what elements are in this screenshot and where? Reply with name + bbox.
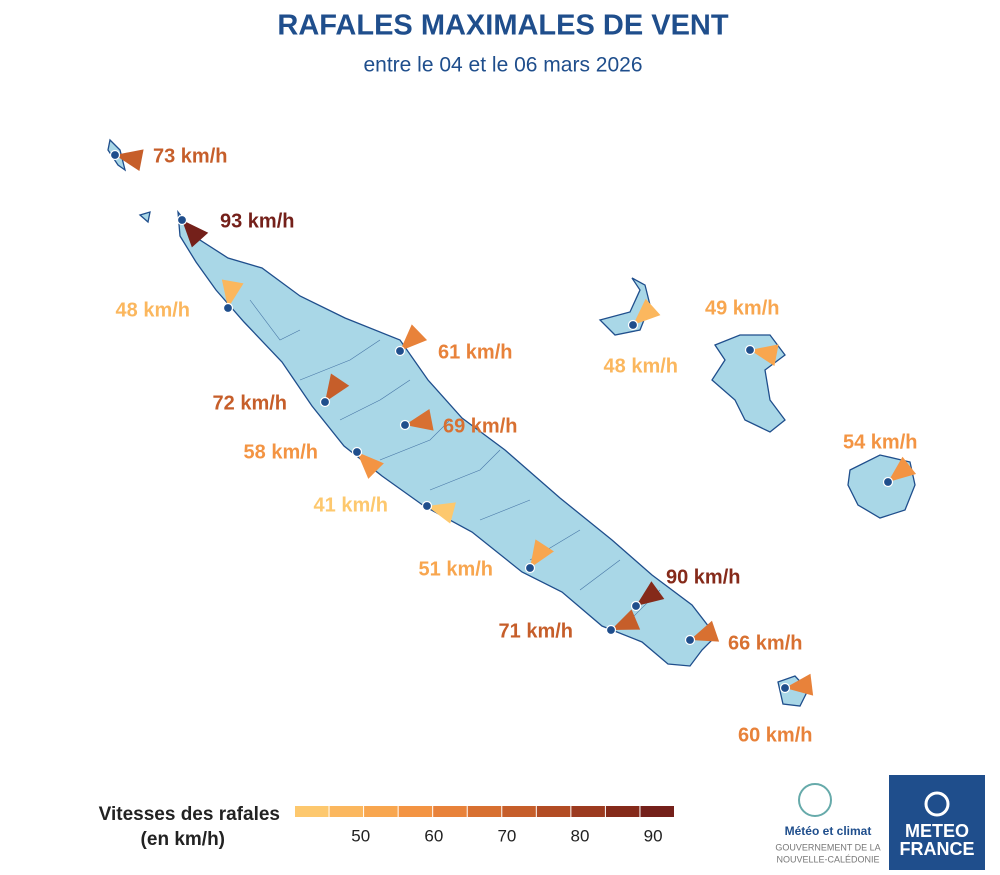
- stations: 73 km/h 93 km/h 48 km/h 61 km/h 72 km/h 69 km…: [109, 145, 917, 746]
- station-dot: [627, 319, 639, 331]
- legend-swatch: [571, 806, 605, 817]
- legend-tick-label: 80: [571, 826, 590, 845]
- wind-label: 48 km/h: [116, 299, 190, 321]
- wind-label: 41 km/h: [314, 494, 388, 516]
- wind-label: 61 km/h: [438, 341, 512, 363]
- station-dot: [605, 624, 617, 636]
- wind-label: 48 km/h: [604, 355, 678, 377]
- wind-arrow: [357, 452, 384, 479]
- station-dot: [319, 396, 331, 408]
- wind-arrow: [221, 279, 244, 308]
- subtitle: entre le 04 et le 06 mars 2026: [363, 54, 642, 77]
- wind-arrow: [785, 673, 814, 696]
- mf-icon: [924, 791, 950, 817]
- station-dot: [744, 344, 756, 356]
- station-dot: [630, 600, 642, 612]
- logo-text: METEO: [905, 821, 969, 841]
- legend: Vitesses des rafales (en km/h) 50 60 70 80 9…: [99, 804, 674, 850]
- legend-swatch: [398, 806, 433, 817]
- wind-label: 49 km/h: [705, 297, 779, 319]
- wind-arrow: [636, 581, 665, 606]
- legend-tick-label: 90: [644, 826, 663, 845]
- wind-label: 69 km/h: [443, 415, 517, 437]
- wind-arrow: [400, 324, 428, 351]
- wind-label: 66 km/h: [728, 632, 802, 654]
- wind-arrow: [530, 539, 554, 568]
- title: RAFALES MAXIMALES DE VENT: [277, 10, 728, 42]
- wind-arrow: [690, 620, 720, 642]
- wind-label: 58 km/h: [244, 441, 318, 463]
- wind-label: 72 km/h: [213, 392, 287, 414]
- wind-arrow: [115, 149, 144, 171]
- logo-icon: [798, 783, 832, 817]
- logo-text: GOUVERNEMENT DE LA: [775, 842, 880, 852]
- legend-tick-label: 60: [424, 826, 443, 845]
- station-dot: [394, 345, 406, 357]
- legend-tick-label: 70: [497, 826, 516, 845]
- wind-label: 60 km/h: [738, 724, 812, 746]
- station-dot: [684, 634, 696, 646]
- wind-label: 71 km/h: [499, 620, 573, 642]
- wind-arrow: [633, 298, 661, 325]
- station-dot: [222, 302, 234, 314]
- station-dot: [351, 446, 363, 458]
- legend-swatch: [536, 806, 571, 817]
- wind-label: 93 km/h: [220, 210, 294, 232]
- station-dot: [399, 419, 411, 431]
- station-dot: [524, 562, 536, 574]
- station-dot: [176, 214, 188, 226]
- wind-arrow: [427, 502, 456, 524]
- legend-tick-label: 50: [351, 826, 370, 845]
- legend-swatch: [329, 806, 364, 817]
- wind-arrow: [325, 373, 350, 402]
- station-dot: [109, 149, 121, 161]
- legend-unit: (en km/h): [141, 829, 225, 850]
- logo-text: Météo et climat: [785, 824, 872, 838]
- station-dot: [421, 500, 433, 512]
- legend-swatch: [605, 806, 640, 817]
- grande-terre: [177, 209, 717, 667]
- station-dot: [882, 476, 894, 488]
- wind-label: 54 km/h: [843, 431, 917, 453]
- legend-swatch: [295, 806, 329, 817]
- legend-swatch: [433, 806, 467, 817]
- wind-arrow: [750, 344, 779, 366]
- wind-arrow: [405, 409, 434, 431]
- mf-logo: [889, 775, 985, 870]
- legend-swatch: [502, 806, 536, 817]
- logos: Météo et climat GOUVERNEMENT DE LA NOUVE…: [775, 775, 985, 870]
- wind-arrow: [888, 456, 917, 482]
- wind-label: 90 km/h: [666, 566, 740, 588]
- wind-arrow: [611, 609, 641, 630]
- wind-arrow: [182, 220, 209, 248]
- legend-title: Vitesses des rafales: [99, 804, 280, 825]
- islet: [138, 211, 151, 224]
- legend-swatch: [467, 806, 502, 817]
- wind-label: 73 km/h: [153, 145, 227, 167]
- logo-text: FRANCE: [900, 839, 975, 859]
- wind-label: 51 km/h: [419, 558, 493, 580]
- legend-swatch: [640, 806, 674, 817]
- legend-swatch: [364, 806, 398, 817]
- logo-text: NOUVELLE-CALÉDONIE: [776, 854, 879, 864]
- station-dot: [779, 682, 791, 694]
